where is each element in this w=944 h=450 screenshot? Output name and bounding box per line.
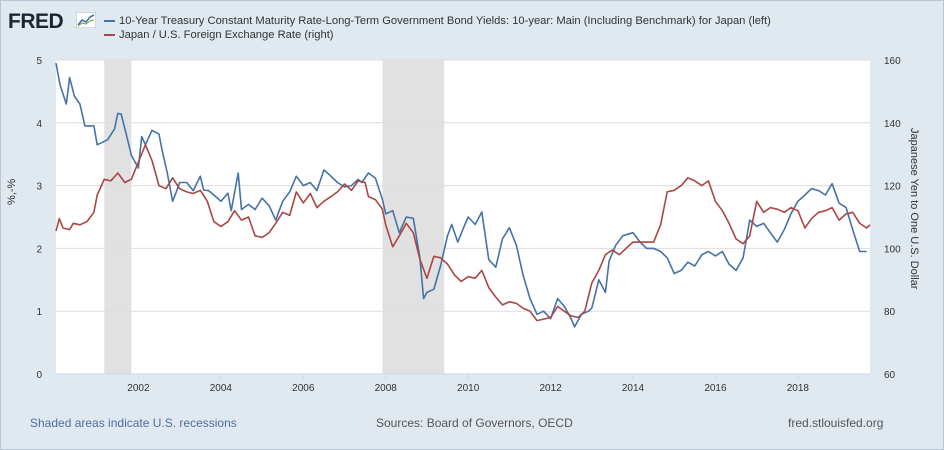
x-axis-tick-label: 2012 bbox=[539, 383, 562, 394]
series-line-japan-10y-yield[interactable] bbox=[55, 62, 867, 328]
site-link[interactable]: fred.stlouisfed.org bbox=[788, 416, 884, 430]
x-axis-tick-label: 2004 bbox=[210, 383, 233, 394]
right-axis-tick-label: 120 bbox=[884, 182, 901, 193]
recession-band bbox=[382, 60, 445, 374]
left-axis-tick-label: 5 bbox=[36, 56, 42, 67]
series-line-jpy-usd-rate[interactable] bbox=[55, 144, 871, 322]
right-axis-tick-label: 160 bbox=[884, 56, 901, 67]
x-axis-tick-label: 2006 bbox=[292, 383, 315, 394]
right-axis-tick-label: 140 bbox=[884, 119, 901, 130]
plot-background bbox=[56, 60, 870, 374]
x-axis-tick-label: 2008 bbox=[375, 383, 398, 394]
legend-swatch-left bbox=[104, 20, 115, 22]
recession-note[interactable]: Shaded areas indicate U.S. recessions bbox=[30, 416, 237, 430]
right-axis-tick-label: 60 bbox=[884, 370, 896, 381]
left-axis-tick-label: 0 bbox=[36, 370, 42, 381]
recession-band bbox=[104, 60, 132, 374]
x-axis-tick-label: 2002 bbox=[127, 383, 150, 394]
left-axis-tick-label: 1 bbox=[36, 307, 42, 318]
chart-plot[interactable]: 0 1 2 3 4 5 60 80 100 120 140 160 2002 2004 2006 2008 20… bbox=[0, 0, 944, 410]
sources-note: Sources: Board of Governors, OECD bbox=[376, 416, 573, 430]
left-axis-tick-label: 4 bbox=[36, 119, 42, 130]
left-axis-tick-label: 2 bbox=[36, 244, 42, 255]
legend-entry-right[interactable]: Japan / U.S. Foreign Exchange Rate (righ… bbox=[104, 28, 771, 42]
x-axis-tick-label: 2018 bbox=[787, 383, 810, 394]
legend-label-left: 10-Year Treasury Constant Maturity Rate-… bbox=[119, 15, 771, 27]
x-axis-tick-label: 2014 bbox=[622, 383, 645, 394]
legend-label-right: Japan / U.S. Foreign Exchange Rate (righ… bbox=[119, 29, 334, 41]
left-axis-tick-label: 3 bbox=[36, 182, 42, 193]
legend-swatch-right bbox=[104, 34, 115, 36]
chart-legend: 10-Year Treasury Constant Maturity Rate-… bbox=[104, 14, 771, 42]
x-axis-tick-label: 2016 bbox=[704, 383, 727, 394]
fred-logo[interactable]: FRED bbox=[8, 10, 64, 33]
right-axis-tick-label: 100 bbox=[884, 244, 901, 255]
legend-entry-left[interactable]: 10-Year Treasury Constant Maturity Rate-… bbox=[104, 14, 771, 28]
right-axis-tick-label: 80 bbox=[884, 307, 896, 318]
fred-chart-icon bbox=[76, 12, 96, 28]
x-axis-tick-label: 2010 bbox=[457, 383, 480, 394]
